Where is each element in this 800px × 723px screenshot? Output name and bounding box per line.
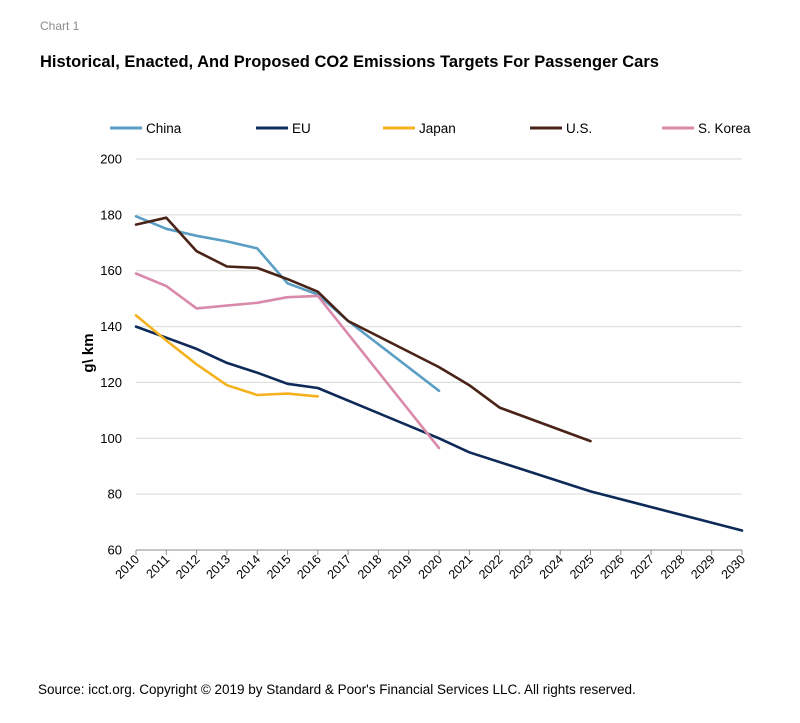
gridlines bbox=[136, 158, 742, 495]
series-line-eu bbox=[134, 325, 744, 532]
y-tick-label-140: 140 bbox=[100, 319, 122, 334]
x-tick-label-2025: 2025 bbox=[567, 552, 597, 582]
y-tick-label-200: 200 bbox=[100, 152, 122, 167]
series-lines bbox=[134, 215, 744, 532]
x-tick-label-2021: 2021 bbox=[446, 552, 476, 582]
y-axis-label: g\ km bbox=[80, 333, 97, 372]
x-tick-label-2011: 2011 bbox=[144, 552, 173, 581]
legend: China EU Japan U.S. S. Korea bbox=[110, 121, 751, 136]
series-line-s-korea bbox=[134, 272, 441, 450]
y-tick-label-160: 160 bbox=[100, 263, 122, 278]
x-tick-label-2022: 2022 bbox=[476, 552, 506, 582]
y-tick-label-120: 120 bbox=[100, 375, 122, 390]
legend-label-u-s: U.S. bbox=[566, 121, 592, 136]
series-line-u-s bbox=[134, 216, 592, 443]
legend-label-china: China bbox=[146, 121, 182, 136]
legend-label-japan: Japan bbox=[419, 121, 456, 136]
x-tick-label-2030: 2030 bbox=[719, 552, 749, 582]
source-note: Source: icct.org. Copyright © 2019 by St… bbox=[38, 682, 636, 697]
x-tick-label-2017: 2017 bbox=[325, 552, 355, 582]
legend-label-s-korea: S. Korea bbox=[698, 121, 751, 136]
y-tick-label-60: 60 bbox=[108, 543, 122, 558]
chart-label: Chart 1 bbox=[40, 19, 80, 33]
chart-title: Historical, Enacted, And Proposed CO2 Em… bbox=[40, 53, 659, 71]
x-tick-label-2018: 2018 bbox=[355, 552, 385, 582]
x-tick-label-2014: 2014 bbox=[234, 552, 264, 582]
x-tick-label-2020: 2020 bbox=[416, 552, 446, 582]
x-tick-label-2026: 2026 bbox=[597, 552, 627, 582]
x-tick-labels: 2010 2011 2012 2013 2014 2015 2016 2017 2018 2019… bbox=[113, 552, 749, 582]
y-tick-labels: 60 80 100 120 140 160 180 200 bbox=[100, 152, 122, 558]
series-line-japan bbox=[134, 314, 320, 398]
x-tick-label-2013: 2013 bbox=[203, 552, 233, 582]
x-tick-label-2023: 2023 bbox=[506, 552, 536, 582]
y-tick-label-80: 80 bbox=[108, 487, 122, 502]
y-tick-label-100: 100 bbox=[100, 431, 122, 446]
series-line-china bbox=[134, 215, 441, 393]
x-tick-label-2024: 2024 bbox=[537, 552, 567, 582]
x-tick-label-2029: 2029 bbox=[688, 552, 718, 582]
x-tick-label-2028: 2028 bbox=[658, 552, 688, 582]
legend-label-eu: EU bbox=[292, 121, 311, 136]
x-tick-label-2016: 2016 bbox=[294, 552, 324, 582]
x-tick-label-2019: 2019 bbox=[385, 552, 415, 582]
x-tick-label-2015: 2015 bbox=[264, 552, 294, 582]
x-tick-label-2012: 2012 bbox=[173, 552, 203, 582]
axes bbox=[135, 549, 743, 555]
x-tick-label-2027: 2027 bbox=[628, 552, 658, 582]
y-tick-label-180: 180 bbox=[100, 207, 122, 222]
